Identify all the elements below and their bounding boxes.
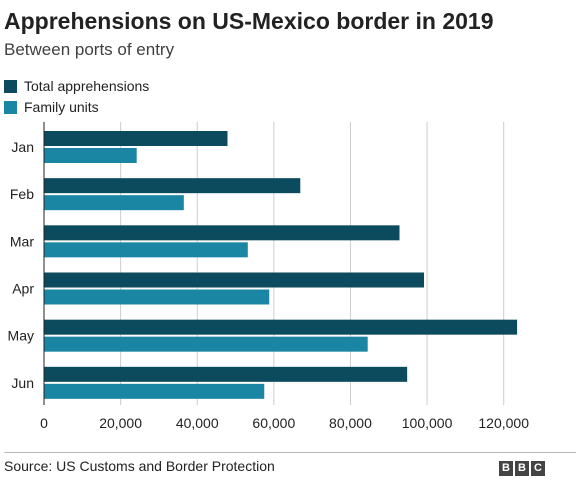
bbc-logo-block-3: C [531,461,545,476]
category-label-mar: Mar [10,233,34,249]
bbc-logo-block-2: B [515,461,529,476]
category-label-apr: Apr [12,281,34,297]
bar-chart: Jan Feb Mar Apr May Jun 0 20,000 40,000 60,000 80,… [8,122,529,431]
x-tick-label-60000: 60,000 [252,415,295,431]
legend-item-family: Family units [4,97,149,117]
x-tick-label-40000: 40,000 [176,415,219,431]
legend-label-family: Family units [24,99,99,115]
legend-swatch-family [4,100,17,114]
bar-jun-total [44,366,408,382]
bar-may-family [44,336,368,352]
bar-apr-total [44,272,425,288]
category-label-may: May [8,328,34,344]
legend-label-total: Total apprehensions [24,78,150,94]
bar-feb-family [44,195,184,211]
bar-mar-family [44,242,248,258]
x-tick-label-0: 0 [40,415,48,431]
x-tick-label-100000: 100,000 [402,415,453,431]
bar-jan-family [44,148,137,163]
legend-swatch-total [4,79,17,93]
category-label-jan: Jan [11,139,34,155]
footer-divider [4,452,576,453]
legend-item-total: Total apprehensions [4,76,149,96]
category-label-jun: Jun [11,375,34,391]
bar-apr-family [44,289,270,305]
chart-title: Apprehensions on US-Mexico border in 201… [4,8,494,34]
bbc-logo-block-1: B [499,461,513,476]
bar-feb-total [44,178,301,194]
legend: Total apprehensions Family units [4,76,149,118]
bar-jan-total [44,131,228,146]
category-label-feb: Feb [10,186,34,202]
bbc-logo: B B C [497,461,545,476]
bar-mar-total [44,225,400,241]
bar-jun-family [44,383,265,399]
source-note: Source: US Customs and Border Protection [4,458,275,474]
x-tick-label-20000: 20,000 [99,415,142,431]
chart-subtitle: Between ports of entry [4,40,175,59]
x-tick-label-80000: 80,000 [329,415,372,431]
bar-may-total [44,319,518,335]
x-tick-label-120000: 120,000 [478,415,529,431]
